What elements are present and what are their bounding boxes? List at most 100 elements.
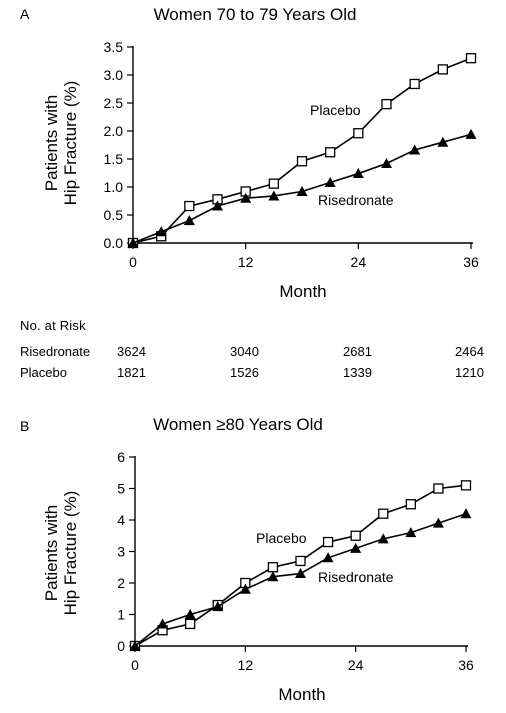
panel-b-ylabel-line1: Patients with xyxy=(42,505,61,601)
panel-b-letter: B xyxy=(20,418,29,434)
y-tick-label: 2 xyxy=(117,575,125,591)
x-tick-label: 0 xyxy=(131,657,139,673)
y-tick-label: 6 xyxy=(117,449,125,465)
risk-cell: 1526 xyxy=(230,365,259,380)
y-tick-label: 1.0 xyxy=(104,179,124,195)
x-tick-label: 24 xyxy=(351,254,367,270)
risedronate-point xyxy=(184,609,196,619)
risedronate-point xyxy=(432,517,444,528)
risedronate-point xyxy=(212,601,224,612)
placebo-point xyxy=(378,508,389,519)
risedronate-point xyxy=(267,571,279,582)
risk-cell: 3040 xyxy=(230,344,259,359)
risedronate-point xyxy=(268,190,280,201)
panel-a-letter: A xyxy=(20,6,30,22)
x-tick-label: 36 xyxy=(463,254,479,270)
panel-b-x-ticks: 0 12 24 36 xyxy=(131,646,474,673)
placebo-point xyxy=(296,156,308,167)
placebo-point xyxy=(381,98,392,110)
y-tick-label: 1.5 xyxy=(104,151,124,167)
panel-a-x-ticks: 0 12 24 36 xyxy=(129,243,479,270)
risk-row-label-risedronate: Risedronate xyxy=(20,344,90,359)
placebo-point xyxy=(268,178,279,189)
risedronate-point xyxy=(155,226,167,237)
risedronate-point xyxy=(409,144,421,155)
risedronate-point xyxy=(465,128,477,139)
panel-a-series xyxy=(127,53,477,249)
risedronate-point xyxy=(295,568,306,579)
x-tick-label: 12 xyxy=(238,254,254,270)
x-tick-label: 12 xyxy=(238,657,254,673)
placebo-point xyxy=(350,530,361,541)
placebo-point xyxy=(437,64,448,75)
panel-a-title: Women 70 to 79 Years Old xyxy=(154,5,357,24)
risedronate-point xyxy=(212,200,223,211)
y-tick-label: 3 xyxy=(117,544,125,560)
risedronate-point xyxy=(183,215,195,226)
y-tick-label: 3.5 xyxy=(104,39,124,55)
risedronate-point xyxy=(129,640,141,651)
placebo-point xyxy=(267,562,279,573)
panel-a-risedronate-label: Risedronate xyxy=(318,192,394,208)
y-tick-label: 3.0 xyxy=(104,67,124,83)
panel-a-ylabel-line1: Patients with xyxy=(42,95,61,191)
placebo-point xyxy=(185,618,196,630)
placebo-point xyxy=(295,555,306,567)
panel-b-y-ticks: 0 1 2 3 4 5 6 xyxy=(117,449,135,654)
risk-cell: 3624 xyxy=(117,344,146,359)
panel-a-placebo-label: Placebo xyxy=(310,102,361,118)
x-tick-label: 24 xyxy=(348,657,364,673)
y-tick-label: 2.5 xyxy=(104,95,124,111)
y-tick-label: 5 xyxy=(117,481,125,497)
panel-b-placebo-label: Placebo xyxy=(256,530,307,546)
risk-row-label-placebo: Placebo xyxy=(20,365,67,380)
risedronate-point xyxy=(381,157,392,168)
panel-a-y-ticks: 0.0 0.5 1.0 1.5 2.0 2.5 3.0 3.5 xyxy=(104,39,133,251)
panel-b-xlabel: Month xyxy=(278,685,325,704)
x-tick-label: 0 xyxy=(129,254,137,270)
risk-cell: 1821 xyxy=(117,365,146,380)
risk-cell: 1339 xyxy=(343,365,372,380)
number-at-risk-table: No. at Risk Risedronate 3624 3040 2681 2… xyxy=(20,318,484,380)
risedronate-point xyxy=(377,533,389,544)
panel-b-title: Women ≥80 Years Old xyxy=(153,415,323,434)
x-tick-label: 36 xyxy=(458,657,474,673)
y-tick-label: 0 xyxy=(117,638,125,654)
panel-a: A Women 70 to 79 Years Old Patients with… xyxy=(20,5,479,301)
number-at-risk-header: No. at Risk xyxy=(20,318,86,333)
panel-b: B Women ≥80 Years Old Patients with Hip … xyxy=(20,415,474,704)
risedronate-point xyxy=(460,508,472,519)
risedronate-point xyxy=(239,583,251,594)
risk-cell: 2681 xyxy=(343,344,372,359)
y-tick-label: 4 xyxy=(117,512,125,528)
risedronate-point xyxy=(350,542,362,553)
placebo-point xyxy=(409,78,420,90)
placebo-point xyxy=(184,200,195,212)
risedronate-point xyxy=(296,185,308,196)
risedronate-point xyxy=(352,168,364,179)
placebo-line xyxy=(132,57,472,244)
y-tick-label: 0.5 xyxy=(104,207,124,223)
placebo-point xyxy=(325,147,336,158)
risedronate-point xyxy=(157,618,169,629)
risedronate-point xyxy=(127,237,139,248)
panel-b-risedronate-label: Risedronate xyxy=(318,569,394,585)
y-tick-label: 2.0 xyxy=(104,123,124,139)
placebo-point xyxy=(433,483,444,494)
risedronate-point xyxy=(324,177,336,188)
y-tick-label: 1 xyxy=(117,607,125,623)
risedronate-point xyxy=(405,527,417,538)
panel-a-xlabel: Month xyxy=(279,282,326,301)
placebo-point xyxy=(465,53,477,64)
risedronate-point xyxy=(240,192,252,203)
risedronate-point xyxy=(322,552,334,563)
panel-b-ylabel-line2: Hip Fracture (%) xyxy=(61,491,80,616)
risk-cell: 2464 xyxy=(455,344,484,359)
placebo-point xyxy=(353,128,364,139)
placebo-point xyxy=(322,536,334,548)
panel-b-series xyxy=(129,480,472,652)
risk-cell: 1210 xyxy=(455,365,484,380)
y-tick-label: 0.0 xyxy=(104,235,124,251)
panel-a-ylabel-line2: Hip Fracture (%) xyxy=(61,81,80,206)
